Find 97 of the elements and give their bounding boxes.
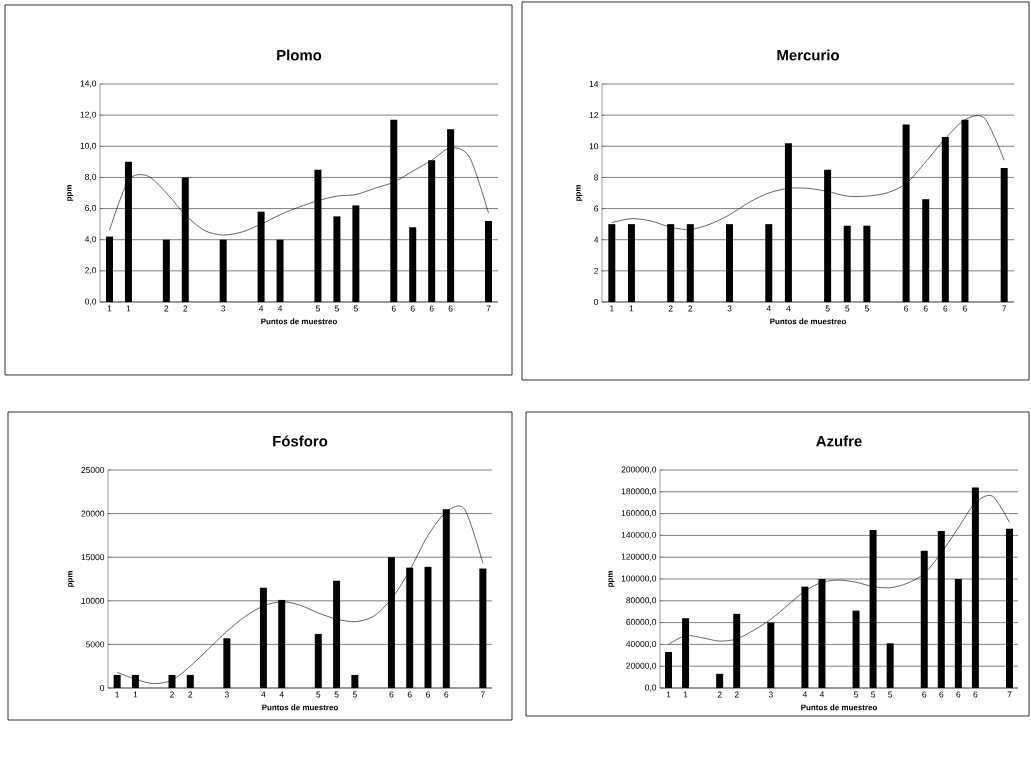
x-tick-label: 2 bbox=[164, 305, 169, 312]
x-tick-label: 2 bbox=[668, 305, 673, 312]
x-tick-label: 3 bbox=[224, 691, 229, 698]
y-tick-label: 8,0 bbox=[85, 173, 97, 181]
x-tick-label: 1 bbox=[683, 691, 688, 698]
chart-title: Plomo bbox=[277, 49, 322, 61]
x-tick-label: 4 bbox=[258, 305, 264, 312]
x-tick-label: 3 bbox=[727, 305, 732, 312]
y-tick-label: 8 bbox=[594, 174, 599, 181]
x-tick-label: 5 bbox=[352, 691, 357, 698]
y-tick-label: 40000,0 bbox=[626, 640, 657, 648]
x-tick-label: 6 bbox=[429, 305, 434, 312]
x-tick-label: 2 bbox=[734, 691, 739, 698]
y-tick-label: 14 bbox=[589, 81, 599, 87]
x-tick-label: 7 bbox=[1002, 305, 1007, 312]
x-tick-label: 7 bbox=[480, 691, 485, 698]
x-tick-label: 1 bbox=[610, 305, 614, 312]
x-tick-label: 2 bbox=[183, 305, 188, 312]
y-tick-label: 20000,0 bbox=[626, 662, 657, 670]
y-tick-label: 0,0 bbox=[645, 684, 657, 692]
x-tick-label: 6 bbox=[426, 691, 430, 698]
x-tick-label: 6 bbox=[389, 691, 394, 698]
x-tick-label: 6 bbox=[943, 305, 948, 312]
x-tick-label: 6 bbox=[407, 691, 412, 698]
x-tick-label: 1 bbox=[115, 691, 120, 698]
y-tick-label: 12 bbox=[589, 112, 599, 119]
y-tick-label: 4 bbox=[593, 236, 599, 243]
y-tick-label: 200000,0 bbox=[621, 466, 657, 474]
y-tick-label: 12,0 bbox=[80, 111, 97, 119]
x-tick-label: 5 bbox=[334, 691, 339, 698]
x-tick-label: 5 bbox=[845, 305, 850, 312]
x-tick-label: 4 bbox=[802, 691, 808, 698]
y-tick-label: 100000,0 bbox=[621, 575, 657, 583]
y-tick-label: 0 bbox=[594, 299, 599, 305]
x-tick-label: 6 bbox=[939, 691, 944, 698]
x-tick-label: 7 bbox=[486, 305, 491, 312]
x-tick-label: 2 bbox=[188, 691, 193, 698]
x-tick-label: 1 bbox=[133, 691, 138, 698]
y-tick-label: 5000 bbox=[85, 641, 105, 648]
x-tick-label: 4 bbox=[766, 305, 771, 312]
y-tick-label: 6 bbox=[594, 205, 599, 212]
y-tick-label: 2,0 bbox=[85, 267, 97, 275]
x-tick-label: 4 bbox=[786, 305, 791, 312]
x-tick-label: 1 bbox=[629, 305, 634, 312]
x-tick-label: 5 bbox=[334, 305, 339, 312]
y-tick-label: 120000,0 bbox=[621, 553, 657, 561]
x-tick-label: 7 bbox=[1007, 691, 1012, 698]
y-tick-label: 15000 bbox=[81, 554, 105, 561]
x-tick-label: 2 bbox=[717, 691, 722, 698]
x-tick-label: 6 bbox=[923, 305, 928, 312]
x-tick-label: 2 bbox=[170, 691, 174, 698]
x-tick-label: 6 bbox=[973, 691, 978, 698]
x-tick-label: 4 bbox=[277, 305, 283, 312]
y-tick-label: 4,0 bbox=[84, 236, 97, 244]
y-tick-label: 0,0 bbox=[85, 298, 97, 306]
x-tick-label: 3 bbox=[768, 691, 773, 698]
x-tick-label: 5 bbox=[353, 305, 358, 312]
y-tick-label: 140000,0 bbox=[621, 531, 657, 539]
x-tick-label: 4 bbox=[279, 691, 284, 698]
x-tick-label: 6 bbox=[410, 305, 415, 312]
x-tick-label: 4 bbox=[261, 691, 266, 698]
y-tick-label: 2 bbox=[594, 267, 599, 274]
x-tick-label: 6 bbox=[956, 691, 961, 698]
y-tick-label: 10,0 bbox=[80, 142, 97, 150]
x-tick-label: 6 bbox=[448, 305, 453, 312]
y-tick-label: 160000,0 bbox=[621, 510, 657, 518]
x-tick-label: 1 bbox=[666, 691, 671, 698]
x-tick-label: 1 bbox=[107, 305, 112, 312]
x-tick-label: 3 bbox=[221, 305, 226, 312]
y-tick-label: 14,0 bbox=[80, 80, 97, 88]
y-tick-label: 20000 bbox=[81, 510, 105, 517]
x-tick-label: 2 bbox=[688, 305, 693, 312]
x-tick-label: 5 bbox=[825, 305, 830, 312]
chart-title: Mercurio bbox=[777, 49, 839, 61]
chart-title: Azufre bbox=[816, 435, 862, 447]
x-tick-label: 1 bbox=[126, 305, 131, 312]
x-tick-label: 6 bbox=[904, 305, 909, 312]
y-tick-label: 10000 bbox=[81, 597, 105, 604]
chart-title: Fósforo bbox=[273, 435, 328, 447]
y-tick-label: 25000 bbox=[81, 467, 105, 473]
y-tick-label: 0 bbox=[100, 685, 105, 691]
y-tick-label: 80000,0 bbox=[626, 597, 657, 605]
x-tick-label: 5 bbox=[315, 305, 320, 312]
x-tick-label: 6 bbox=[444, 691, 449, 698]
y-tick-label: 10 bbox=[589, 143, 599, 150]
y-tick-label: 180000,0 bbox=[621, 488, 657, 496]
x-tick-label: 5 bbox=[864, 305, 869, 312]
y-tick-label: 6,0 bbox=[85, 205, 97, 213]
x-tick-label: 5 bbox=[888, 691, 893, 698]
x-tick-label: 5 bbox=[871, 691, 876, 698]
x-tick-label: 6 bbox=[922, 691, 927, 698]
x-tick-label: 5 bbox=[854, 691, 859, 698]
x-tick-label: 6 bbox=[391, 305, 396, 312]
y-tick-label: 60000,0 bbox=[626, 619, 657, 627]
x-tick-label: 4 bbox=[819, 691, 825, 698]
x-tick-label: 5 bbox=[316, 691, 321, 698]
x-tick-label: 6 bbox=[963, 305, 967, 312]
